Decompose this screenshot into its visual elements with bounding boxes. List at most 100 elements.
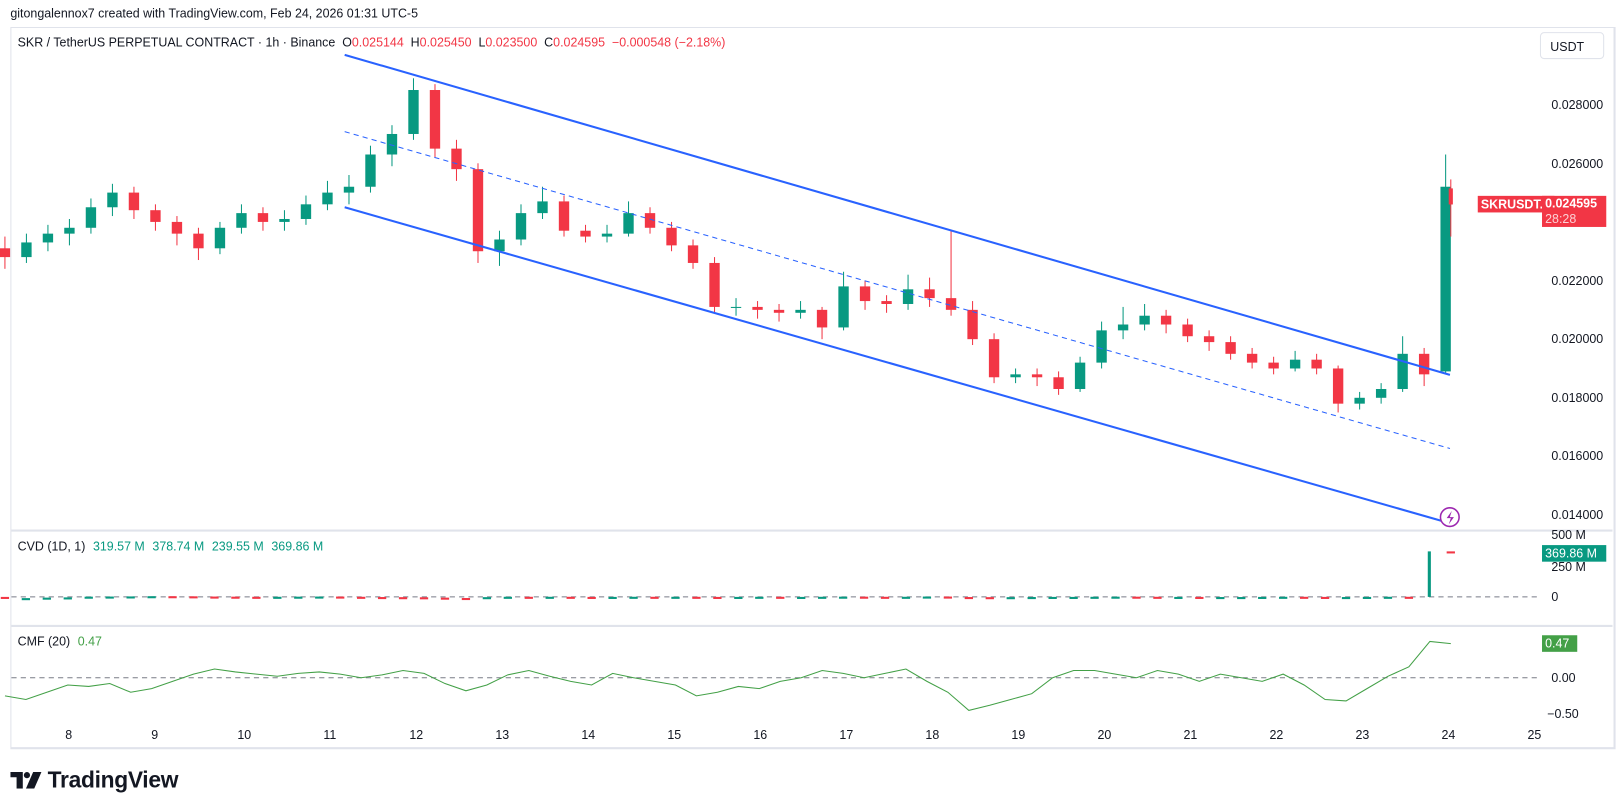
logo-text: TradingView (47, 766, 179, 793)
cmf-value-tag: 0.47 (1542, 635, 1578, 652)
high-value: 0.025450 (419, 35, 472, 50)
cvd-bar (482, 597, 492, 600)
time-tick: 13 (495, 727, 510, 742)
candle-body (472, 169, 484, 252)
cmf-legend: CMF (20) 0.47 (18, 634, 102, 649)
cvd-legend: CVD (1D, 1) 319.57 M 378.74 M 239.55 M 3… (18, 539, 324, 554)
cvd-close: 369.86 M (271, 538, 324, 554)
candle-body (601, 233, 613, 237)
cvd-tick: 500 M (1551, 527, 1586, 542)
cvd-title[interactable]: CVD (1D, 1) (17, 538, 86, 554)
close-label: C (544, 35, 554, 50)
candle-body (343, 186, 355, 193)
cvd-bar (922, 596, 932, 599)
cvd-bar (1048, 596, 1057, 599)
lightning-icon-glyph (1446, 510, 1454, 525)
candle-body (687, 245, 699, 263)
cvd-bar (608, 596, 617, 599)
time-tick: 25 (1527, 727, 1542, 742)
cvd-bar (524, 596, 533, 599)
cvd-bar (42, 597, 51, 600)
cvd-bar (1320, 596, 1330, 599)
tradingview-logo[interactable]: TradingView (10, 767, 178, 794)
price-tick: 0.016000 (1551, 449, 1604, 464)
candle-body (128, 192, 140, 211)
cvd-bar (1132, 596, 1141, 599)
candle-body (644, 213, 656, 228)
close-value: 0.024595 (553, 35, 606, 50)
cvd-bar (1299, 596, 1309, 599)
cvd-bar (1195, 596, 1204, 599)
cvd-bar (105, 596, 114, 599)
time-tick: 23 (1355, 727, 1370, 742)
candle-body (1418, 353, 1430, 375)
cvd-bar (357, 596, 366, 599)
candle-body (773, 309, 785, 313)
currency-button[interactable]: USDT (1539, 32, 1605, 60)
cvd-bar (1404, 596, 1414, 599)
low-value: 0.023500 (485, 35, 538, 50)
cmf-title[interactable]: CMF (20) (17, 634, 71, 649)
change-value: −0.000548 (−2.18%) (611, 35, 726, 50)
cmf-value: 0.47 (77, 634, 102, 649)
symbol-title[interactable]: SKR / TetherUS PERPETUAL CONTRACT · 1h ·… (17, 35, 336, 50)
candle-body (1440, 186, 1451, 372)
candle-body (150, 210, 161, 222)
cvd-bar (294, 596, 303, 599)
candle-body (1182, 324, 1193, 337)
candle-body (1397, 353, 1408, 389)
time-tick: 15 (667, 727, 682, 742)
cvd-bar (587, 596, 596, 599)
cvd-bar (985, 597, 994, 600)
cvd-bar (1069, 596, 1078, 599)
candle-body (193, 233, 204, 249)
cvd-bar (1341, 597, 1351, 600)
cvd-bar (1006, 597, 1015, 600)
cvd-bar (336, 596, 345, 599)
channel-upper-line (344, 53, 1451, 376)
cvd-bar (1216, 597, 1225, 600)
candle-body (1246, 353, 1258, 363)
candle-body (1354, 397, 1365, 404)
cvd-bar (1237, 597, 1246, 600)
candle-body (300, 204, 312, 219)
high-label: H (410, 35, 420, 50)
time-tick: 11 (323, 727, 337, 742)
cvd-bar (440, 597, 450, 600)
cvd-bar (713, 596, 722, 599)
candle-body (623, 213, 634, 234)
cvd-bar (1279, 596, 1288, 599)
candle-body (1010, 374, 1021, 378)
candle-body (386, 133, 398, 155)
cvd-bar (1427, 551, 1431, 597)
candle-body (945, 298, 957, 310)
chart-frame (10, 26, 1616, 750)
candle-body (558, 201, 570, 231)
candle-body (859, 286, 871, 302)
last-price-tag: 0.024595 28:28 (1542, 195, 1607, 227)
candle-body (1289, 359, 1301, 369)
cmf-tick: −0.50 (1547, 706, 1579, 722)
candle-body (988, 339, 1000, 378)
candle-body (64, 227, 75, 234)
candle-body (322, 192, 333, 205)
cvd-bar (63, 597, 72, 600)
price-tick: 0.018000 (1551, 390, 1604, 406)
cvd-bar (650, 596, 659, 599)
candle-body (1096, 330, 1107, 363)
candle-body (1225, 342, 1236, 354)
candle-body (1448, 188, 1453, 205)
cvd-bar (671, 596, 680, 599)
time-tick: 8 (65, 727, 73, 742)
candle-body (666, 227, 677, 246)
symbol-price-label: SKRUSDT.P (1477, 195, 1555, 213)
candle-body (365, 154, 376, 187)
candle-body (515, 213, 527, 240)
cvd-bar (545, 596, 554, 599)
price-tick: 0.022000 (1551, 273, 1604, 288)
candle-body (214, 227, 226, 249)
candle-body (1053, 377, 1064, 389)
time-tick: 16 (753, 727, 768, 742)
cvd-bar (734, 596, 743, 599)
